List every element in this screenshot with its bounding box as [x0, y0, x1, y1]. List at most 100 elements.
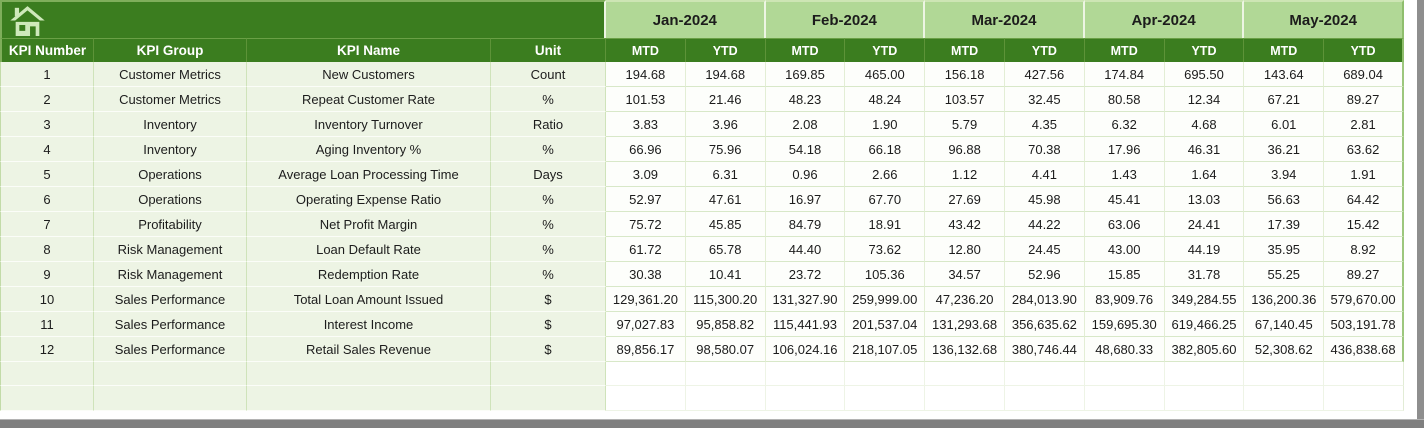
value-cell[interactable]: 115,441.93: [765, 312, 846, 337]
value-cell[interactable]: 6.32: [1084, 112, 1165, 137]
value-cell[interactable]: 194.68: [685, 62, 766, 87]
value-cell[interactable]: 2.08: [765, 112, 846, 137]
value-cell[interactable]: 16.97: [765, 187, 846, 212]
empty-cell[interactable]: [685, 362, 766, 386]
kpi-unit-cell[interactable]: %: [491, 237, 606, 262]
value-cell[interactable]: 129,361.20: [606, 287, 686, 312]
value-cell[interactable]: 98,580.07: [685, 337, 766, 362]
value-cell[interactable]: 3.94: [1244, 162, 1325, 187]
kpi-unit-cell[interactable]: Count: [491, 62, 606, 87]
kpi-name-cell[interactable]: Repeat Customer Rate: [247, 87, 491, 112]
kpi-number-cell[interactable]: 3: [0, 112, 94, 137]
value-cell[interactable]: 18.91: [845, 212, 926, 237]
empty-cell[interactable]: [1164, 362, 1245, 386]
kpi-unit-cell[interactable]: %: [491, 212, 606, 237]
value-cell[interactable]: 259,999.00: [845, 287, 926, 312]
value-cell[interactable]: 174.84: [1084, 62, 1165, 87]
value-cell[interactable]: 45.85: [685, 212, 766, 237]
kpi-group-cell[interactable]: Operations: [94, 162, 247, 187]
kpi-group-cell[interactable]: Sales Performance: [94, 312, 247, 337]
kpi-number-cell[interactable]: 7: [0, 212, 94, 237]
value-cell[interactable]: 169.85: [765, 62, 846, 87]
value-cell[interactable]: 4.68: [1164, 112, 1245, 137]
kpi-group-cell[interactable]: Risk Management: [94, 237, 247, 262]
value-cell[interactable]: 3.96: [685, 112, 766, 137]
empty-cell[interactable]: [606, 362, 686, 386]
kpi-name-cell[interactable]: Aging Inventory %: [247, 137, 491, 162]
empty-cell[interactable]: [925, 362, 1005, 386]
kpi-name-cell[interactable]: Total Loan Amount Issued: [247, 287, 491, 312]
kpi-group-cell[interactable]: Sales Performance: [94, 287, 247, 312]
value-cell[interactable]: 218,107.05: [845, 337, 926, 362]
empty-cell[interactable]: [0, 362, 94, 386]
empty-cell[interactable]: [685, 386, 766, 411]
kpi-group-cell[interactable]: Customer Metrics: [94, 62, 247, 87]
kpi-unit-cell[interactable]: $: [491, 312, 606, 337]
value-cell[interactable]: 6.01: [1244, 112, 1325, 137]
value-cell[interactable]: 284,013.90: [1004, 287, 1085, 312]
value-cell[interactable]: 24.45: [1004, 237, 1085, 262]
value-cell[interactable]: 201,537.04: [845, 312, 926, 337]
value-cell[interactable]: 436,838.68: [1324, 337, 1404, 362]
empty-cell[interactable]: [1004, 386, 1085, 411]
value-cell[interactable]: 48.24: [845, 87, 926, 112]
empty-cell[interactable]: [1084, 386, 1165, 411]
value-cell[interactable]: 8.92: [1324, 237, 1404, 262]
kpi-group-cell[interactable]: Profitability: [94, 212, 247, 237]
empty-cell[interactable]: [491, 362, 606, 386]
empty-cell[interactable]: [1084, 362, 1165, 386]
kpi-unit-cell[interactable]: $: [491, 287, 606, 312]
value-cell[interactable]: 349,284.55: [1164, 287, 1245, 312]
value-cell[interactable]: 105.36: [845, 262, 926, 287]
kpi-number-cell[interactable]: 8: [0, 237, 94, 262]
value-cell[interactable]: 101.53: [606, 87, 686, 112]
kpi-group-cell[interactable]: Inventory: [94, 137, 247, 162]
value-cell[interactable]: 52.97: [606, 187, 686, 212]
value-cell[interactable]: 95,858.82: [685, 312, 766, 337]
empty-cell[interactable]: [94, 386, 247, 411]
empty-cell[interactable]: [925, 386, 1005, 411]
value-cell[interactable]: 13.03: [1164, 187, 1245, 212]
value-cell[interactable]: 17.96: [1084, 137, 1165, 162]
value-cell[interactable]: 1.64: [1164, 162, 1245, 187]
value-cell[interactable]: 1.91: [1324, 162, 1404, 187]
value-cell[interactable]: 97,027.83: [606, 312, 686, 337]
value-cell[interactable]: 63.06: [1084, 212, 1165, 237]
kpi-number-cell[interactable]: 10: [0, 287, 94, 312]
kpi-unit-cell[interactable]: Ratio: [491, 112, 606, 137]
value-cell[interactable]: 427.56: [1004, 62, 1085, 87]
value-cell[interactable]: 43.00: [1084, 237, 1165, 262]
value-cell[interactable]: 5.79: [925, 112, 1005, 137]
empty-cell[interactable]: [1324, 386, 1404, 411]
value-cell[interactable]: 66.96: [606, 137, 686, 162]
value-cell[interactable]: 159,695.30: [1084, 312, 1165, 337]
value-cell[interactable]: 52,308.62: [1244, 337, 1325, 362]
empty-cell[interactable]: [606, 386, 686, 411]
empty-cell[interactable]: [247, 362, 491, 386]
empty-cell[interactable]: [1004, 362, 1085, 386]
value-cell[interactable]: 83,909.76: [1084, 287, 1165, 312]
value-cell[interactable]: 34.57: [925, 262, 1005, 287]
value-cell[interactable]: 136,200.36: [1244, 287, 1325, 312]
value-cell[interactable]: 61.72: [606, 237, 686, 262]
value-cell[interactable]: 52.96: [1004, 262, 1085, 287]
value-cell[interactable]: 3.83: [606, 112, 686, 137]
value-cell[interactable]: 6.31: [685, 162, 766, 187]
value-cell[interactable]: 44.40: [765, 237, 846, 262]
value-cell[interactable]: 15.42: [1324, 212, 1404, 237]
kpi-name-cell[interactable]: Average Loan Processing Time: [247, 162, 491, 187]
value-cell[interactable]: 356,635.62: [1004, 312, 1085, 337]
value-cell[interactable]: 54.18: [765, 137, 846, 162]
kpi-number-cell[interactable]: 4: [0, 137, 94, 162]
kpi-number-cell[interactable]: 9: [0, 262, 94, 287]
value-cell[interactable]: 380,746.44: [1004, 337, 1085, 362]
value-cell[interactable]: 619,466.25: [1164, 312, 1245, 337]
kpi-name-cell[interactable]: Redemption Rate: [247, 262, 491, 287]
kpi-name-cell[interactable]: Retail Sales Revenue: [247, 337, 491, 362]
value-cell[interactable]: 56.63: [1244, 187, 1325, 212]
empty-cell[interactable]: [247, 386, 491, 411]
value-cell[interactable]: 17.39: [1244, 212, 1325, 237]
empty-cell[interactable]: [765, 386, 846, 411]
value-cell[interactable]: 15.85: [1084, 262, 1165, 287]
value-cell[interactable]: 131,327.90: [765, 287, 846, 312]
